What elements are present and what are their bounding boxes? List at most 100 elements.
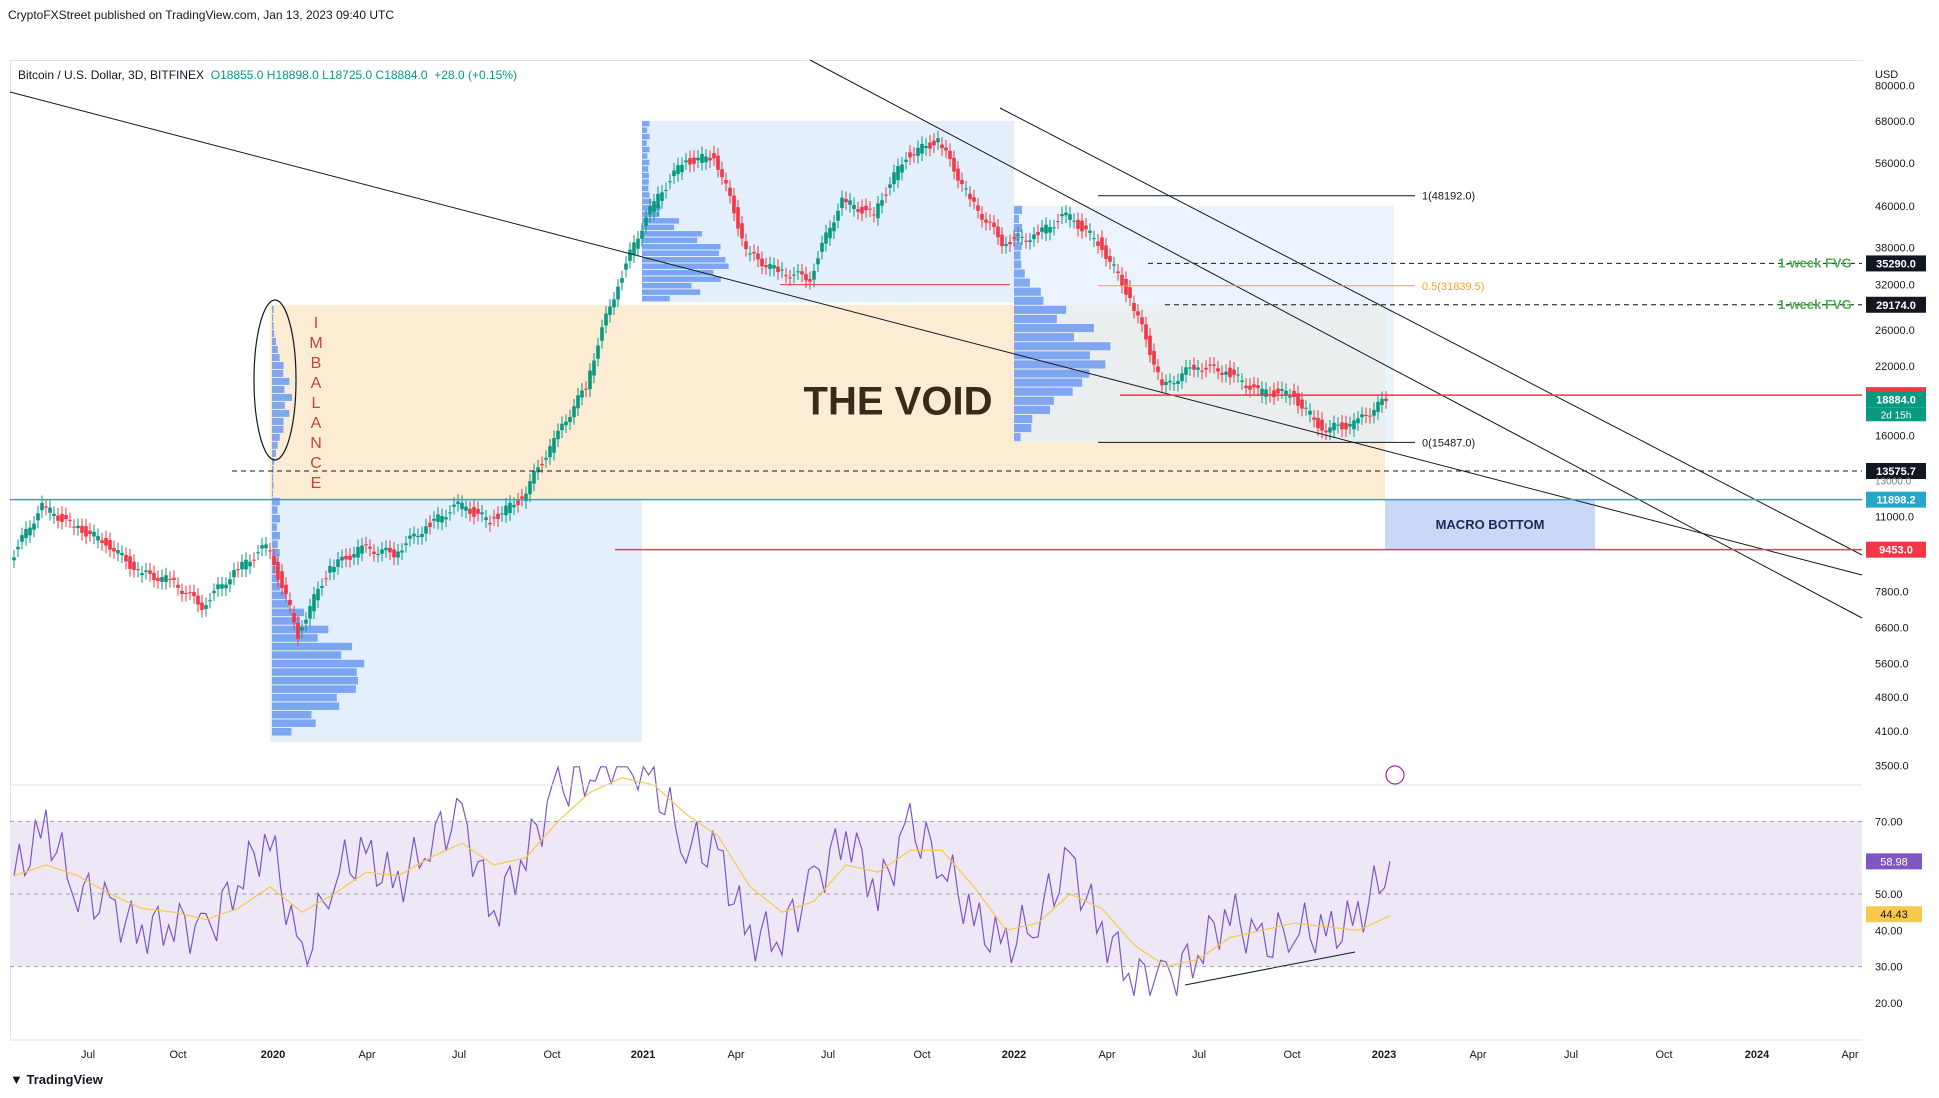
candle-body bbox=[316, 588, 320, 601]
candle-body bbox=[696, 157, 700, 161]
candle-body bbox=[776, 266, 780, 273]
volume-profile-bar bbox=[272, 659, 365, 668]
candle-body bbox=[1108, 256, 1112, 262]
volume-profile-bar bbox=[272, 566, 280, 574]
x-tick-label: Jul bbox=[821, 1049, 835, 1061]
candle-body bbox=[1004, 243, 1008, 246]
candle-body bbox=[96, 535, 100, 541]
volume-profile-bar bbox=[1014, 214, 1019, 224]
candle-body bbox=[932, 140, 936, 146]
rsi-value-tag bbox=[1866, 853, 1922, 870]
candle-body bbox=[120, 552, 124, 556]
candle-body bbox=[1172, 383, 1176, 385]
x-tick-label: Apr bbox=[1841, 1049, 1858, 1061]
volume-profile-bar bbox=[272, 457, 275, 465]
volume-profile-zone-2020 bbox=[270, 499, 642, 743]
candle-body bbox=[1264, 389, 1268, 397]
candle-body bbox=[1088, 230, 1092, 233]
x-tick-label: Apr bbox=[358, 1049, 375, 1061]
candle-body bbox=[312, 594, 316, 612]
candle-body bbox=[256, 552, 260, 554]
candle-body bbox=[1292, 390, 1296, 398]
volume-profile-bar bbox=[1014, 424, 1032, 433]
candle-body bbox=[924, 146, 928, 148]
candle-body bbox=[400, 550, 404, 553]
candle-body bbox=[820, 242, 824, 252]
volume-profile-bar bbox=[1014, 369, 1090, 378]
x-tick-label: Jul bbox=[452, 1049, 466, 1061]
candle-body bbox=[916, 147, 920, 156]
candle-body bbox=[1340, 422, 1344, 430]
rsi-divergence-line bbox=[1184, 951, 1356, 986]
candle-body bbox=[904, 159, 908, 162]
candle-body bbox=[164, 575, 168, 582]
candle-body bbox=[632, 242, 636, 256]
candle-body bbox=[460, 502, 464, 510]
price-tag-label: 29174.0 bbox=[1876, 300, 1916, 312]
candle-body bbox=[1100, 237, 1104, 250]
candle-body bbox=[656, 193, 660, 209]
volume-profile-bar bbox=[642, 282, 692, 289]
volume-profile-bar bbox=[272, 338, 276, 346]
candle-body bbox=[516, 500, 520, 505]
candle-body bbox=[1328, 427, 1332, 433]
candle-body bbox=[444, 517, 448, 520]
candle-body bbox=[1144, 324, 1148, 340]
candle-body bbox=[1276, 388, 1280, 394]
price-tag bbox=[1866, 296, 1926, 313]
candle-body bbox=[476, 508, 480, 514]
price-tag bbox=[1866, 491, 1926, 508]
candle-body bbox=[744, 241, 748, 250]
candle-body bbox=[620, 278, 624, 283]
volume-profile-bar bbox=[272, 314, 274, 322]
candle-body bbox=[464, 506, 468, 511]
candle-body bbox=[1092, 238, 1096, 240]
volume-profile-bar bbox=[272, 409, 290, 417]
candle-body bbox=[152, 572, 156, 581]
imbalance-letter: C bbox=[310, 455, 322, 472]
candle-body bbox=[1128, 287, 1132, 299]
candle-body bbox=[644, 217, 648, 227]
volume-profile-bar bbox=[272, 676, 358, 685]
candle-body bbox=[404, 543, 408, 546]
candle-body bbox=[796, 271, 800, 273]
candle-body bbox=[940, 144, 944, 149]
price-tag-label: 9453.0 bbox=[1879, 545, 1913, 557]
candle-body bbox=[356, 547, 360, 558]
candle-body bbox=[196, 595, 200, 605]
tradingview-logo[interactable]: ▼ TradingView bbox=[10, 1072, 103, 1087]
candle-body bbox=[536, 467, 540, 473]
volume-profile-bar bbox=[642, 127, 648, 133]
x-tick-label: Jul bbox=[1564, 1049, 1578, 1061]
candle-body bbox=[1344, 423, 1348, 430]
candle-body bbox=[548, 446, 552, 458]
candle-body bbox=[608, 306, 612, 315]
candle-body bbox=[860, 206, 864, 214]
volume-profile-bar bbox=[642, 218, 680, 224]
candle-body bbox=[592, 360, 596, 376]
countdown-label: 2d 15h bbox=[1881, 410, 1912, 421]
candle-body bbox=[1348, 424, 1352, 427]
candle-body bbox=[204, 605, 208, 610]
candle-body bbox=[840, 197, 844, 209]
candle-body bbox=[88, 530, 92, 534]
price-change: +28.0 (+0.15%) bbox=[434, 68, 517, 82]
volume-profile-bar bbox=[642, 269, 714, 276]
candle-body bbox=[792, 274, 796, 276]
candle-body bbox=[1180, 373, 1184, 382]
candle-body bbox=[452, 504, 456, 507]
candle-body bbox=[300, 627, 304, 631]
candle-body bbox=[576, 395, 580, 409]
volume-profile-bar bbox=[1014, 251, 1021, 260]
candle-body bbox=[1060, 214, 1064, 217]
imbalance-letter: I bbox=[314, 315, 318, 332]
candle-body bbox=[32, 523, 36, 530]
candle-body bbox=[1072, 220, 1076, 222]
candle-body bbox=[564, 421, 568, 426]
volume-profile-bar bbox=[1014, 405, 1051, 414]
candle-body bbox=[544, 457, 548, 460]
candle-body bbox=[532, 470, 536, 484]
candle-body bbox=[16, 546, 20, 550]
candle-body bbox=[340, 556, 344, 561]
